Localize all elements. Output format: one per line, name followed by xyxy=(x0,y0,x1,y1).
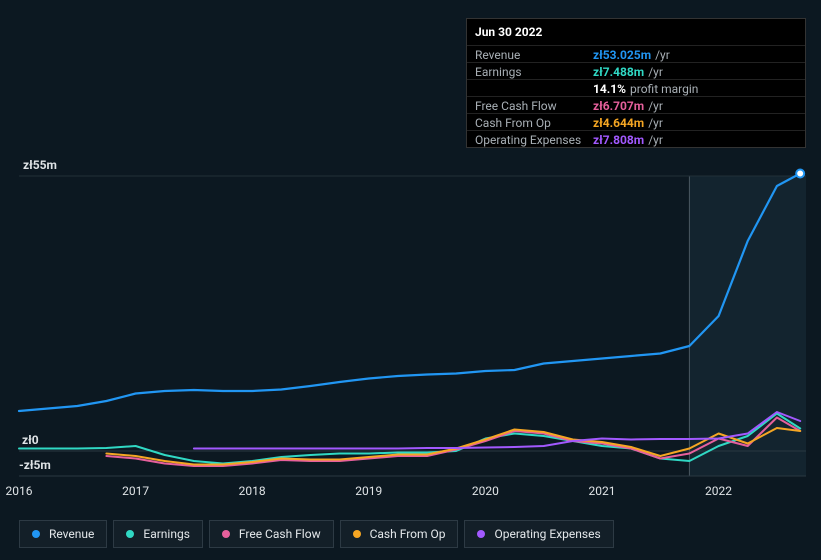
tooltip-row-value: zł7.488m xyxy=(593,65,644,79)
x-tick-label: 2017 xyxy=(122,484,149,498)
tooltip-row: Revenuezł53.025m/yr xyxy=(467,45,805,62)
tooltip-row: 14.1% profit margin xyxy=(467,79,805,96)
legend-dot-icon xyxy=(222,530,230,538)
legend-dot-icon xyxy=(477,530,485,538)
x-tick-label: 2022 xyxy=(705,484,732,498)
legend-label: Cash From Op xyxy=(370,527,446,541)
legend-label: Free Cash Flow xyxy=(239,527,321,541)
legend-dot-icon xyxy=(32,530,40,538)
x-tick-label: 2018 xyxy=(239,484,266,498)
chart-tooltip: Jun 30 2022 Revenuezł53.025m/yrEarningsz… xyxy=(466,18,806,148)
tooltip-row-label: Cash From Op xyxy=(475,116,593,130)
tooltip-row-suffix: profit margin xyxy=(630,82,698,96)
tooltip-row-value: zł7.808m xyxy=(593,133,644,147)
legend-label: Revenue xyxy=(49,527,94,541)
legend-item-earnings[interactable]: Earnings xyxy=(113,520,203,548)
y-tick-label: -zł5m xyxy=(19,458,51,472)
x-tick-label: 2021 xyxy=(588,484,615,498)
tooltip-row-label: Earnings xyxy=(475,65,593,79)
tooltip-date: Jun 30 2022 xyxy=(467,21,805,45)
tooltip-row: Earningszł7.488m/yr xyxy=(467,62,805,79)
series-revenue xyxy=(19,174,800,412)
tooltip-row-value: zł6.707m xyxy=(593,99,644,113)
tooltip-row-value: zł53.025m xyxy=(593,48,651,62)
legend: Revenue Earnings Free Cash Flow Cash From O… xyxy=(19,520,614,548)
tooltip-row-suffix: /yr xyxy=(648,99,663,113)
legend-item-cfo[interactable]: Cash From Op xyxy=(340,520,459,548)
tooltip-row-label: Free Cash Flow xyxy=(475,99,593,113)
legend-dot-icon xyxy=(353,530,361,538)
tooltip-row-label: Revenue xyxy=(475,48,593,62)
legend-item-revenue[interactable]: Revenue xyxy=(19,520,107,548)
legend-item-opex[interactable]: Operating Expenses xyxy=(464,520,613,548)
tooltip-row-label: Operating Expenses xyxy=(475,133,593,147)
y-tick-label: zł0 xyxy=(22,433,39,447)
financial-line-chart: zł55m zł0 -zł5m 2016 2017 2018 2019 2020 2021 20… xyxy=(0,0,821,560)
tooltip-row: Operating Expenseszł7.808m/yr xyxy=(467,130,805,147)
x-tick-label: 2020 xyxy=(472,484,499,498)
legend-dot-icon xyxy=(126,530,134,538)
y-tick-label: zł55m xyxy=(23,158,57,172)
tooltip-row-suffix: /yr xyxy=(655,48,670,62)
legend-label: Operating Expenses xyxy=(494,527,600,541)
tooltip-row-suffix: /yr xyxy=(648,116,663,130)
x-tick-label: 2016 xyxy=(6,484,33,498)
tooltip-row: Free Cash Flowzł6.707m/yr xyxy=(467,96,805,113)
legend-item-fcf[interactable]: Free Cash Flow xyxy=(209,520,334,548)
tooltip-row-suffix: /yr xyxy=(648,133,663,147)
tooltip-row-suffix: /yr xyxy=(648,65,663,79)
legend-label: Earnings xyxy=(143,527,190,541)
x-tick-label: 2019 xyxy=(355,484,382,498)
tooltip-row: Cash From Opzł4.644m/yr xyxy=(467,113,805,130)
tooltip-row-value: zł4.644m xyxy=(593,116,644,130)
tooltip-row-value: 14.1% xyxy=(593,82,626,96)
